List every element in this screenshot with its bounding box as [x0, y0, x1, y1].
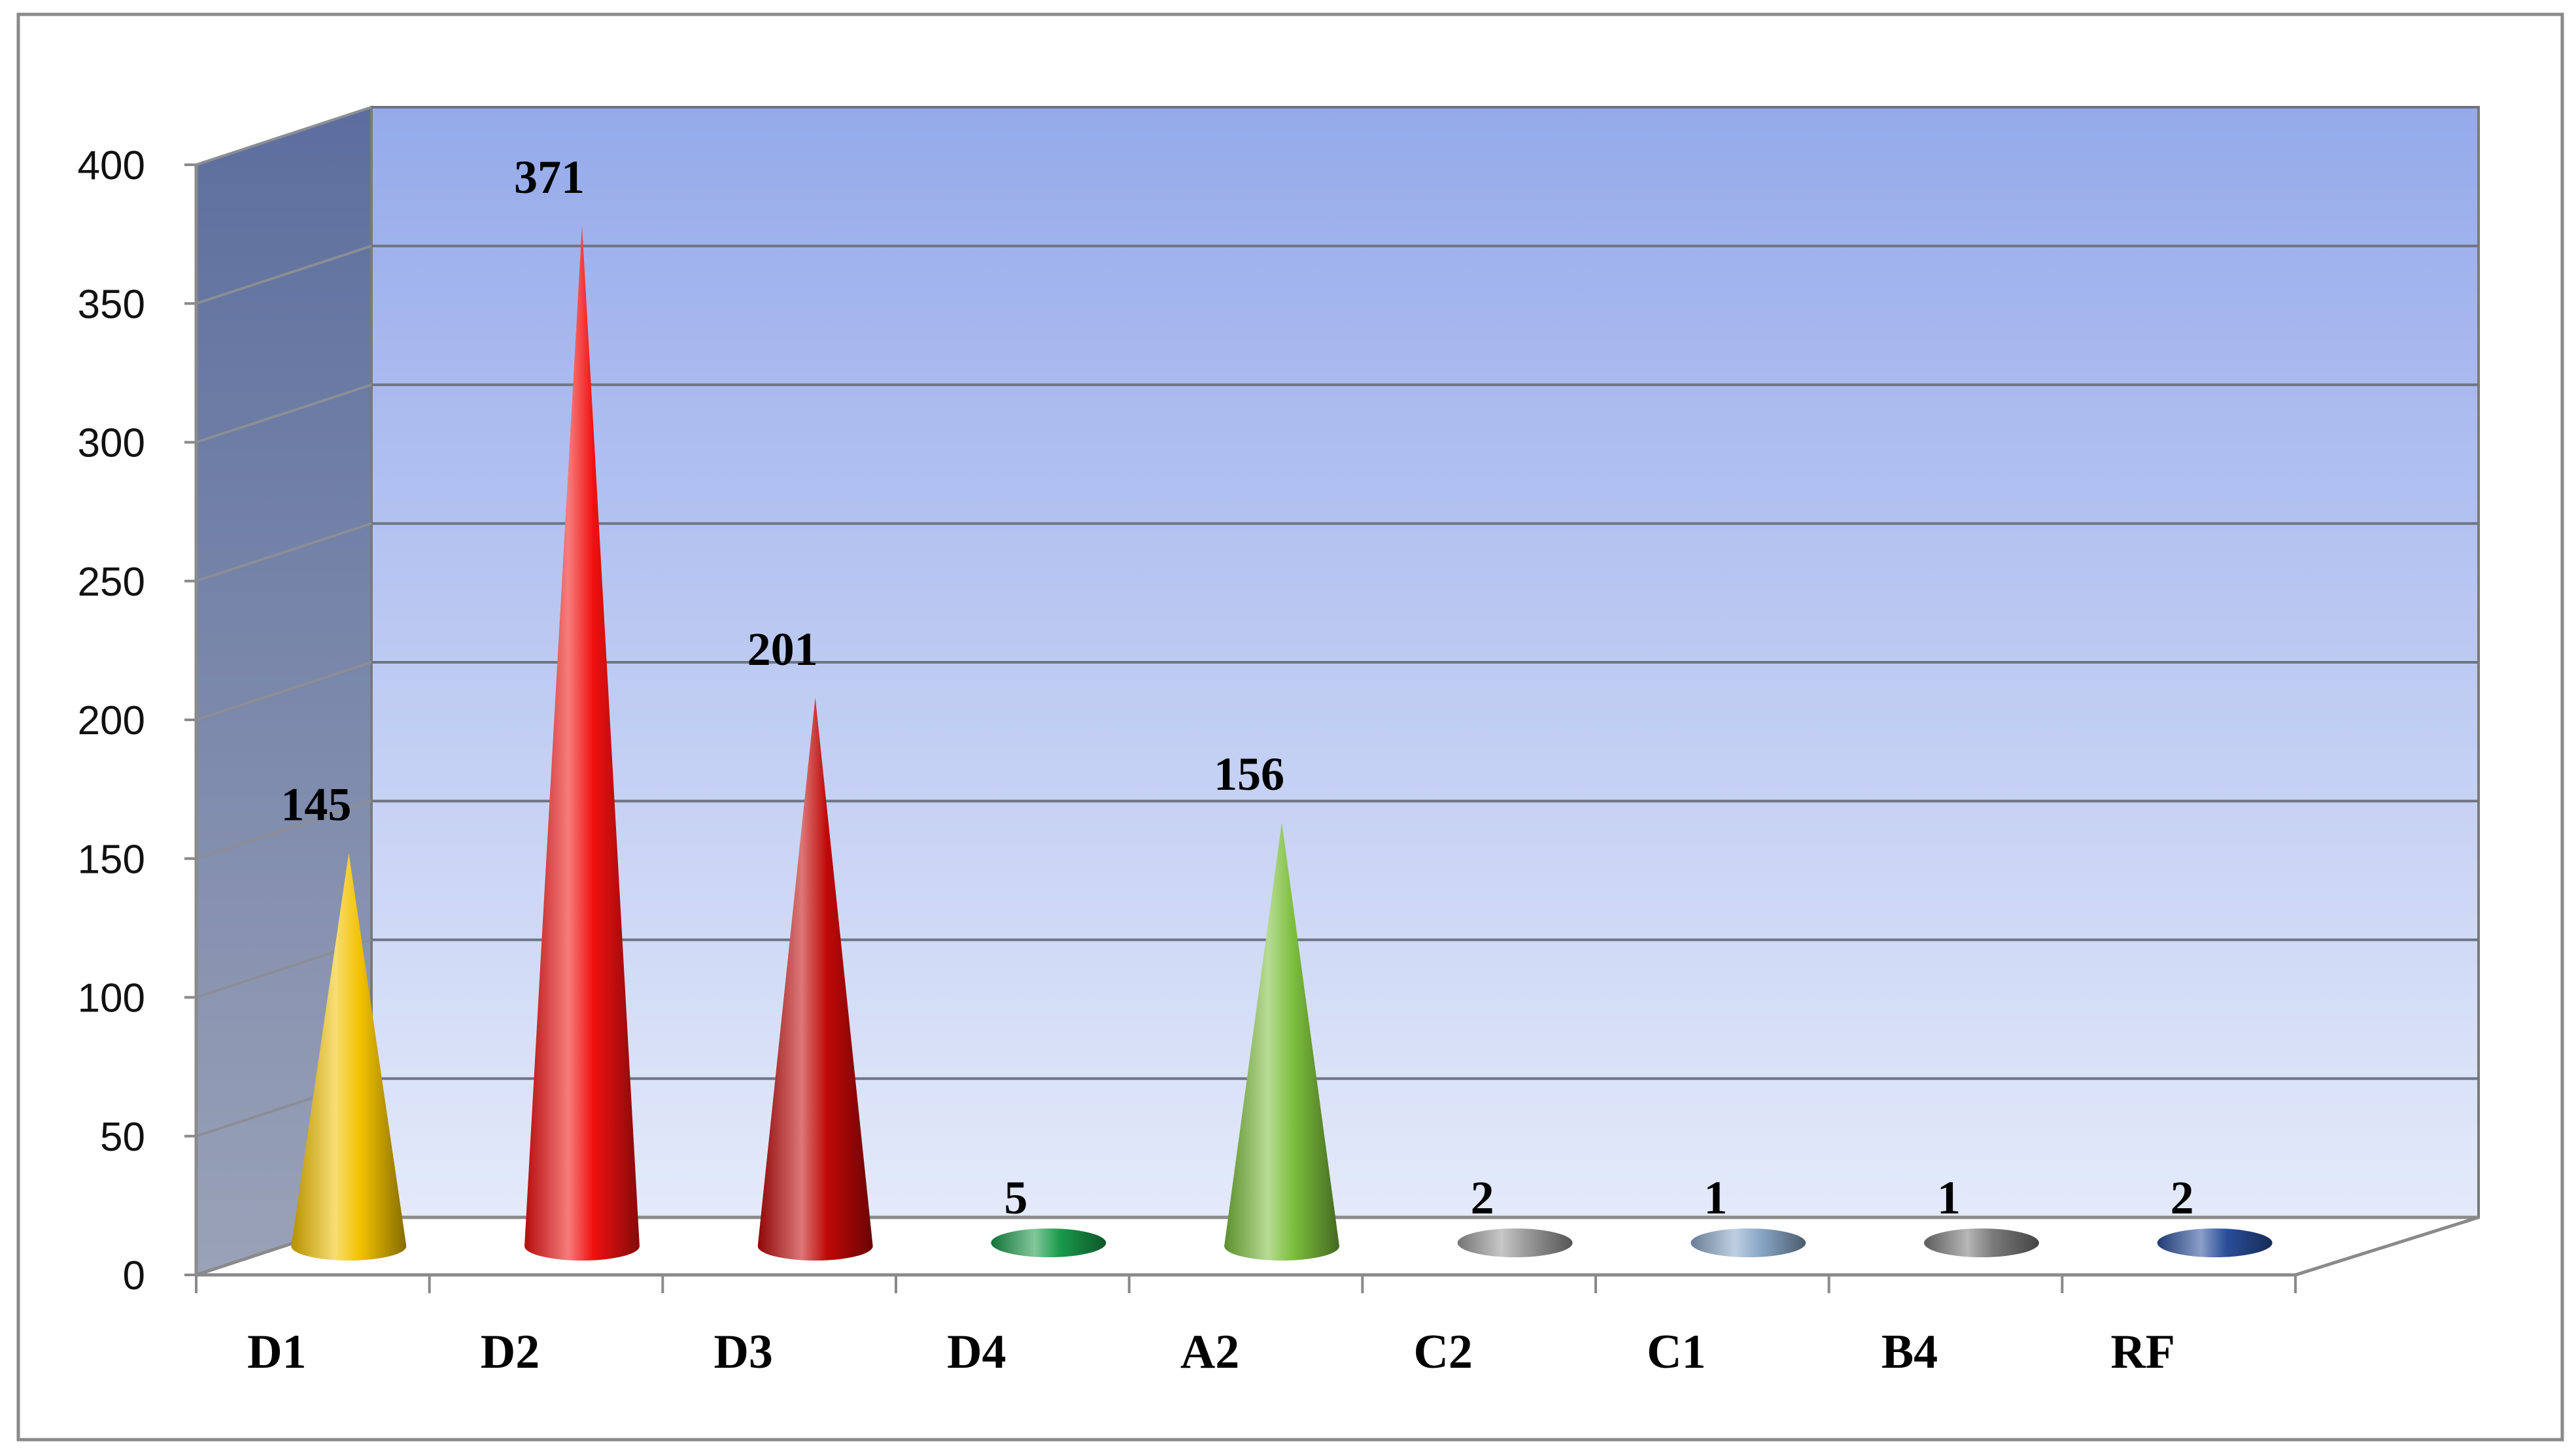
x-tick-label: B4	[1881, 1325, 1938, 1379]
data-label: 2	[2171, 1172, 2194, 1224]
x-tick-label: D2	[481, 1325, 540, 1379]
cone-D2	[524, 226, 640, 1261]
y-tick-label: 0	[123, 1253, 145, 1298]
cone-D4	[991, 1228, 1107, 1257]
x-tick-label: D4	[947, 1325, 1006, 1379]
y-tick-label: 100	[78, 976, 145, 1021]
x-tick-label: C1	[1647, 1325, 1706, 1379]
y-tick-label: 400	[78, 143, 145, 188]
data-label: 2	[1471, 1172, 1494, 1224]
data-label: 156	[1214, 748, 1284, 800]
y-tick-label: 200	[78, 698, 145, 743]
cone-B4	[1924, 1228, 2039, 1257]
x-tick-label: D1	[247, 1325, 306, 1379]
y-tick-label: 50	[100, 1115, 145, 1160]
data-label: 1	[1937, 1172, 1961, 1224]
cone-D3	[757, 697, 873, 1261]
side-gridline	[196, 522, 372, 583]
cone-D1	[291, 853, 407, 1261]
side-gridline	[196, 383, 372, 444]
cone-C1	[1691, 1228, 1806, 1257]
data-label: 145	[281, 778, 351, 830]
data-label: 1	[1704, 1172, 1727, 1224]
x-tick-label: A2	[1180, 1325, 1239, 1379]
x-tick-label: C2	[1413, 1325, 1472, 1379]
y-tick-label: 250	[78, 560, 145, 605]
side-gridline	[196, 106, 372, 166]
data-label: 201	[747, 623, 818, 675]
side-gridline	[196, 661, 372, 721]
y-tick-label: 300	[78, 421, 145, 466]
y-tick-label: 350	[78, 282, 145, 327]
x-tick-label: D3	[713, 1325, 772, 1379]
side-gridline	[196, 245, 372, 305]
cone-RF	[2157, 1228, 2273, 1257]
x-tick-label: RF	[2110, 1325, 2175, 1379]
data-label: 371	[514, 151, 585, 203]
cone-A2	[1224, 822, 1339, 1261]
y-tick-label: 150	[78, 837, 145, 882]
data-label: 5	[1004, 1172, 1027, 1224]
side-gridline	[196, 800, 372, 860]
cone-C2	[1457, 1228, 1573, 1257]
